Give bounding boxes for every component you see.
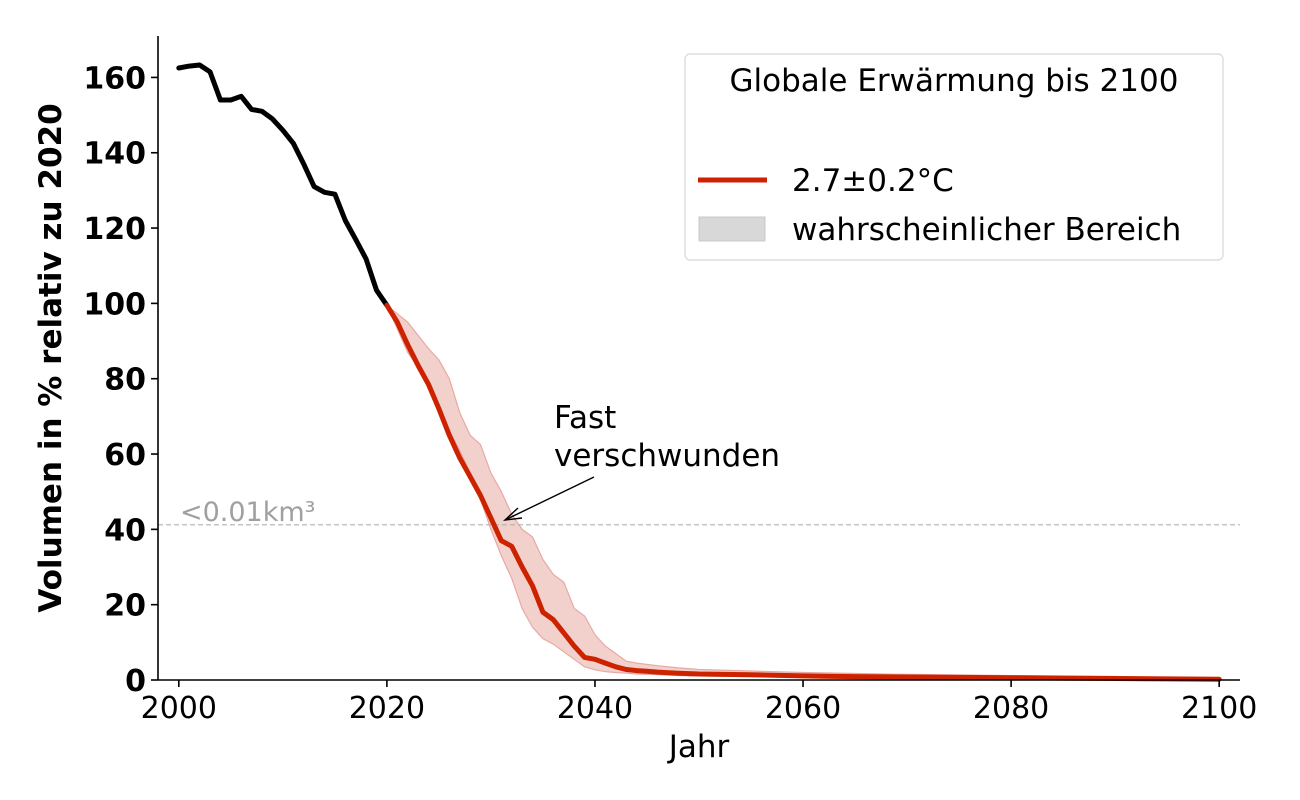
annotation-arrow-head: [502, 507, 523, 521]
y-tick-label: 0: [125, 664, 146, 699]
reference-line-label: <0.01km³: [180, 497, 316, 528]
projection-line: [384, 302, 1222, 682]
x-tick-label: 2040: [557, 691, 633, 726]
legend-entry-band: wahrscheinlicher Bereich: [792, 212, 1181, 248]
legend: Globale Erwärmung bis 2100 2.7±0.2°C wah…: [684, 53, 1224, 261]
x-tick-label: 2080: [973, 691, 1049, 726]
y-tick-label: 60: [104, 438, 146, 473]
y-tick-label: 120: [83, 212, 146, 247]
x-tick-label: 2020: [349, 691, 425, 726]
x-tick-label: 2000: [141, 691, 217, 726]
annotation-arrow-line: [504, 476, 595, 521]
x-axis-title: Jahr: [667, 729, 730, 765]
historical-line: [176, 62, 390, 308]
y-tick-label: 20: [104, 589, 146, 624]
legend-entry-series: 2.7±0.2°C: [792, 163, 954, 199]
legend-title: Globale Erwärmung bis 2100: [730, 63, 1179, 99]
reference-line-layer: <0.01km³: [158, 497, 1240, 528]
y-axis-title: Volumen in % relativ zu 2020: [33, 103, 69, 612]
band-layer: [386, 304, 1220, 681]
annotation: Fast verschwunden: [502, 400, 780, 521]
band-area: [386, 304, 1220, 681]
y-tick-label: 140: [83, 137, 146, 172]
line-layer: [176, 62, 1222, 682]
x-tick-label: 2060: [765, 691, 841, 726]
legend-band-swatch: [698, 216, 766, 242]
annotation-line-1: Fast: [554, 400, 616, 436]
x-tick-label: 2100: [1181, 691, 1257, 726]
y-tick-label: 80: [104, 363, 146, 398]
y-tick-label: 160: [83, 61, 146, 96]
axes: [157, 36, 1240, 681]
y-tick-label: 100: [83, 287, 146, 322]
annotation-line-2: verschwunden: [554, 438, 780, 474]
legend-frame: [684, 53, 1224, 261]
y-tick-label: 40: [104, 513, 146, 548]
